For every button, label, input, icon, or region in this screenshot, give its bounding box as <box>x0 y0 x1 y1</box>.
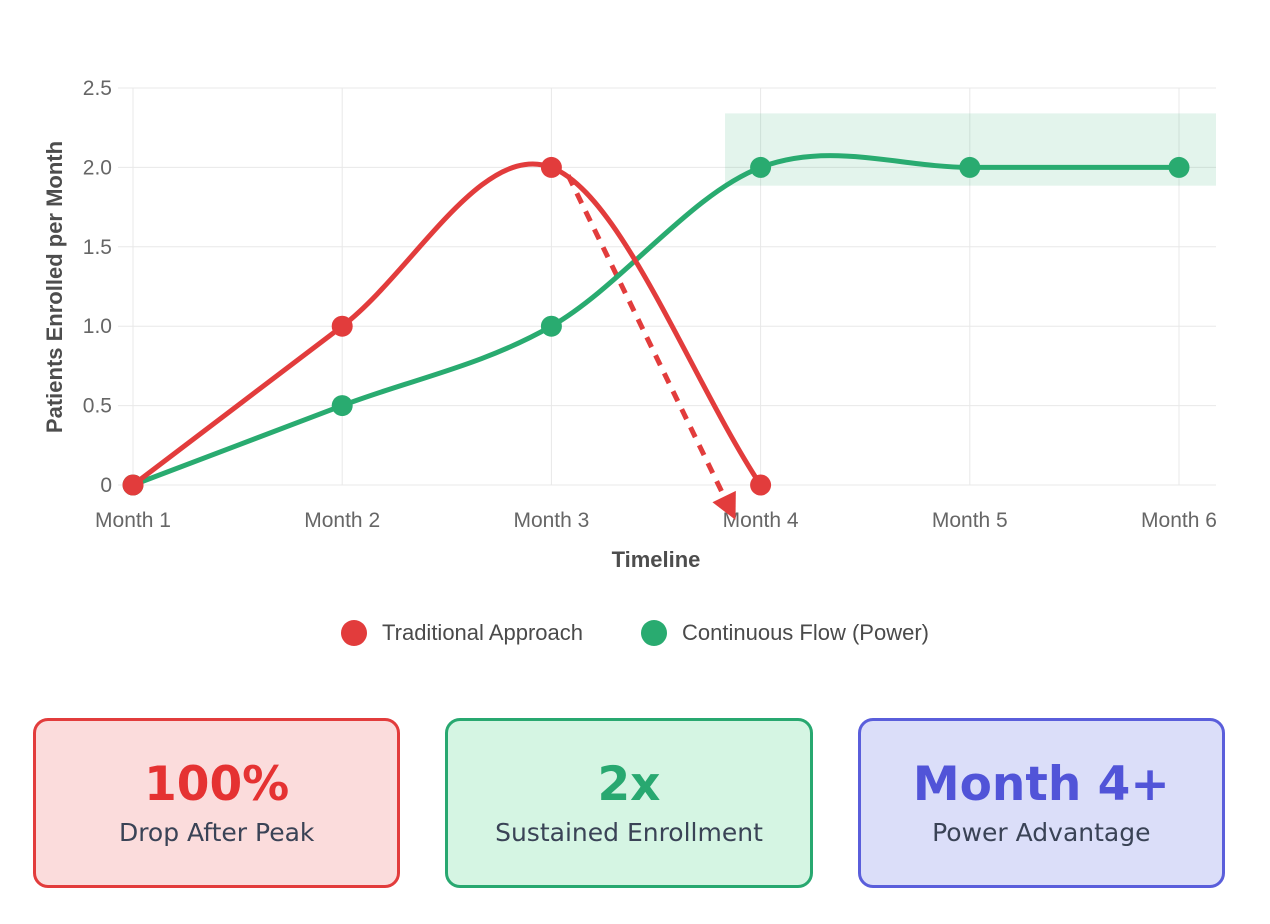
data-point-continuous <box>331 395 353 417</box>
series-line-continuous <box>130 153 1182 488</box>
data-point-continuous <box>959 156 981 178</box>
stat-label: Power Advantage <box>932 818 1151 847</box>
stat-label: Sustained Enrollment <box>495 818 763 847</box>
data-point-traditional <box>122 474 144 496</box>
y-tick-label: 2.0 <box>83 156 112 179</box>
x-axis-title: Timeline <box>612 547 701 572</box>
drop-arrow-dashed-line <box>565 174 732 509</box>
stat-value: 100% <box>144 757 290 812</box>
stat-card-sustained-enrollment: 2x Sustained Enrollment <box>445 718 813 888</box>
legend-swatch-red-circle <box>341 620 368 646</box>
x-tick-label: Month 1 <box>95 509 171 532</box>
stat-value: 2x <box>597 757 661 812</box>
data-point-traditional <box>750 474 772 496</box>
legend-item-traditional: Traditional Approach <box>341 620 583 646</box>
y-tick-label: 1.5 <box>83 236 112 259</box>
data-point-traditional <box>540 156 562 178</box>
y-axis-title: Patients Enrolled per Month <box>42 141 67 433</box>
stat-value: Month 4+ <box>912 757 1170 812</box>
data-point-traditional <box>331 315 353 337</box>
legend-label-continuous: Continuous Flow (Power) <box>682 620 929 645</box>
stat-card-drop-after-peak: 100% Drop After Peak <box>33 718 401 888</box>
x-tick-label: Month 4 <box>723 509 799 532</box>
legend-label-traditional: Traditional Approach <box>382 620 583 645</box>
data-point-continuous <box>750 156 772 178</box>
y-tick-label: 1.0 <box>83 315 112 338</box>
x-tick-label: Month 6 <box>1141 509 1217 532</box>
chart-legend: Traditional Approach Continuous Flow (Po… <box>0 610 1270 656</box>
x-tick-label: Month 2 <box>304 509 380 532</box>
series-line-traditional <box>130 161 764 488</box>
stat-cards-row: 100% Drop After Peak 2x Sustained Enroll… <box>33 718 1225 888</box>
x-tick-label: Month 3 <box>513 509 589 532</box>
y-tick-label: 0.5 <box>83 395 112 418</box>
y-tick-label: 0 <box>100 474 112 497</box>
legend-swatch-green-circle <box>641 620 667 646</box>
data-point-continuous <box>1168 156 1190 178</box>
legend-item-continuous: Continuous Flow (Power) <box>641 620 929 646</box>
y-tick-label: 2.5 <box>83 77 112 100</box>
data-point-continuous <box>540 315 562 337</box>
stat-card-power-advantage: Month 4+ Power Advantage <box>857 718 1225 888</box>
drop-arrow-head <box>712 490 736 520</box>
x-tick-label: Month 5 <box>932 509 1008 532</box>
stat-label: Drop After Peak <box>118 818 315 847</box>
enrollment-line-chart: 0 0.5 1.0 1.5 2.0 2.5 Month 1 Month 2 Month 3 Mon… <box>42 77 1217 572</box>
